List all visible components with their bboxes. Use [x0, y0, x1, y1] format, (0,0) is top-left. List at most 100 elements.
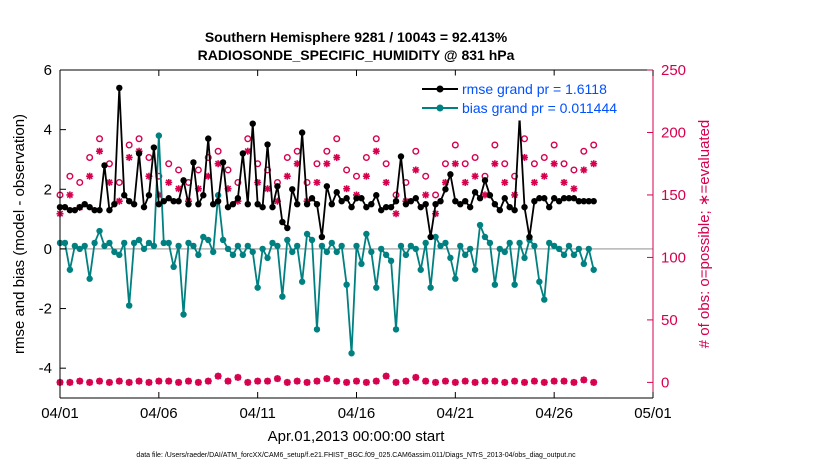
rmse-series-point: [555, 198, 563, 205]
rmse-series-point: [437, 198, 444, 205]
obs-bottom-possible-marker: [491, 377, 499, 385]
bias-series-point: [368, 248, 375, 256]
legend-rmse-label: rmse grand pr = 1.6118: [462, 81, 607, 97]
rmse-series-point: [422, 200, 429, 208]
chart-title-line1: Southern Hemisphere 9281 / 10043 = 92.41…: [205, 29, 508, 45]
obs-bottom-possible-marker: [145, 378, 153, 386]
bias-series-point: [560, 251, 568, 259]
rmse-series-point: [155, 200, 163, 208]
obs-bottom-possible-marker: [106, 378, 113, 386]
obs-possible-marker: [501, 160, 509, 168]
obs-possible-marker: [353, 172, 361, 180]
obs-evaluated-marker: [412, 166, 420, 174]
bias-series-point: [209, 248, 217, 256]
bias-series-point: [427, 284, 434, 291]
rmse-series-point: [180, 177, 187, 184]
obs-possible-marker: [343, 166, 351, 174]
obs-evaluated-marker: [491, 160, 499, 168]
rmse-series-point: [343, 195, 350, 202]
rmse-series-point: [234, 195, 242, 202]
bias-series-point: [61, 239, 69, 247]
rmse-series-point: [466, 203, 474, 211]
obs-possible-marker: [333, 135, 341, 143]
bias-series-point: [496, 245, 504, 253]
bias-series-point: [452, 275, 459, 282]
rmse-series-point: [481, 177, 489, 184]
obs-possible-marker: [224, 166, 232, 174]
rmse-series-point: [541, 195, 548, 202]
rmse-series-point: [575, 198, 583, 205]
rmse-series-point: [106, 206, 113, 214]
obs-evaluated-marker: [323, 160, 331, 168]
obs-bottom-possible-marker: [422, 377, 430, 385]
rmse-series-point: [66, 206, 74, 214]
rmse-series-point: [560, 195, 568, 202]
rmse-series-point: [496, 206, 504, 214]
obs-bottom-possible-marker: [580, 376, 588, 384]
obs-possible-marker: [115, 178, 123, 186]
obs-bottom-possible-marker: [214, 372, 222, 380]
bias-series-point: [580, 260, 588, 268]
bias-series-point: [575, 245, 583, 253]
bias-series-point: [353, 242, 360, 250]
obs-possible-marker: [382, 160, 390, 168]
bias-series-point: [269, 239, 276, 247]
bias-series-point: [343, 281, 350, 288]
obs-possible-marker: [471, 153, 479, 161]
rmse-series-point: [135, 150, 143, 157]
obs-possible-marker: [66, 172, 74, 180]
rmse-series-point: [130, 200, 138, 208]
obs-bottom-possible-marker: [412, 373, 420, 381]
bias-series-point: [338, 242, 345, 250]
obs-possible-marker: [372, 135, 380, 143]
bias-series-point: [111, 248, 118, 256]
obs-possible-marker: [214, 147, 222, 155]
obs-evaluated-marker: [540, 172, 548, 180]
rmse-series-point: [160, 198, 167, 205]
bias-series-point: [229, 251, 237, 259]
rmse-series-point: [150, 144, 158, 151]
obs-evaluated-marker: [313, 178, 321, 186]
obs-bottom-possible-marker: [402, 377, 410, 385]
obs-bottom-possible-marker: [86, 378, 94, 386]
rmse-series-point: [274, 183, 281, 190]
obs-bottom-possible-marker: [165, 377, 173, 385]
rmse-series-point: [195, 200, 202, 208]
obs-possible-marker: [283, 153, 291, 161]
rmse-series-point: [506, 203, 513, 211]
obs-possible-marker: [204, 153, 212, 161]
obs-possible-marker: [125, 141, 133, 149]
chart-title-line2: RADIOSONDE_SPECIFIC_HUMIDITY @ 831 hPa: [198, 47, 515, 63]
obs-evaluated-marker: [125, 153, 133, 161]
bias-series-point: [511, 281, 518, 288]
x-tick-label: 05/01: [634, 405, 672, 422]
obs-possible-marker: [550, 141, 558, 149]
obs-possible-marker: [244, 135, 252, 143]
obs-evaluated-marker: [362, 172, 370, 180]
rmse-series-point: [526, 233, 533, 241]
bias-series-point: [486, 239, 494, 247]
bias-series-point: [333, 248, 340, 256]
rmse-series-point: [111, 200, 118, 208]
obs-possible-marker: [362, 153, 370, 161]
rmse-series-point: [205, 135, 212, 142]
x-axis-label: Apr.01,2013 00:00:00 start: [268, 428, 446, 445]
bias-series-point: [392, 326, 400, 333]
obs-bottom-possible-marker: [234, 373, 242, 381]
obs-bottom-possible-marker: [323, 375, 331, 383]
bias-series-point: [165, 239, 172, 247]
bias-series-point: [387, 257, 395, 265]
obs-bottom-possible-marker: [372, 377, 380, 385]
rmse-series-point: [570, 195, 578, 202]
bias-series-point: [323, 248, 331, 256]
obs-possible-marker: [570, 166, 578, 174]
obs-bottom-possible-marker: [442, 377, 449, 385]
bias-series-point: [501, 248, 508, 256]
bias-series-point: [130, 239, 138, 247]
rmse-series-point: [125, 198, 133, 205]
bias-series-point: [471, 266, 479, 273]
obs-bottom-possible-marker: [540, 378, 548, 386]
obs-evaluated-marker: [471, 172, 479, 180]
obs-possible-marker: [165, 160, 173, 168]
bias-series-point: [422, 239, 429, 247]
